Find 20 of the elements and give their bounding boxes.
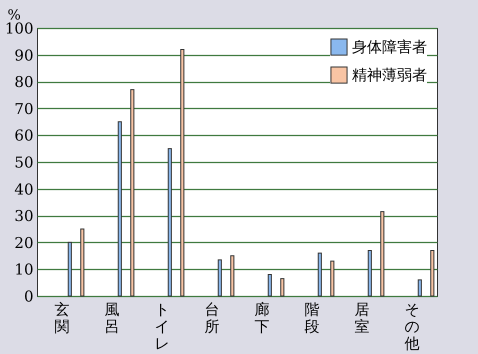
x-tick-label: 玄関 xyxy=(54,300,70,336)
y-tick-label: 0 xyxy=(24,288,34,306)
legend-label: 精神薄弱者 xyxy=(352,66,427,84)
x-tick-label: 風呂 xyxy=(104,300,120,336)
y-tick-label: 70 xyxy=(14,100,34,118)
x-tick-label: トイレ xyxy=(154,300,170,352)
x-tick-label: 階段 xyxy=(304,300,320,336)
y-tick-label: 30 xyxy=(14,207,34,226)
y-tick-label: 80 xyxy=(14,73,34,92)
x-tick-label: 居室 xyxy=(354,300,370,336)
x-tick-label: 廊下 xyxy=(254,300,270,336)
y-tick-label: 50 xyxy=(14,154,34,172)
y-tick-label: 40 xyxy=(14,180,34,198)
legend-label: 身体障害者 xyxy=(352,38,427,56)
y-tick-label: 20 xyxy=(14,234,34,252)
y-tick-label: 90 xyxy=(14,46,34,64)
y-tick-label: 10 xyxy=(14,260,34,279)
x-tick-label: 台所 xyxy=(204,300,220,336)
x-tick-label: その他 xyxy=(404,300,420,352)
y-tick-label: 60 xyxy=(14,126,34,145)
